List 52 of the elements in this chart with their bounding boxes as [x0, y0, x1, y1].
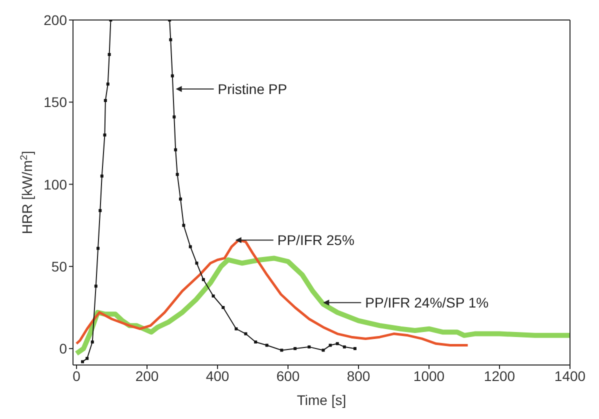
point	[280, 348, 284, 352]
point	[104, 99, 107, 102]
point	[254, 340, 258, 344]
point	[234, 327, 238, 330]
point	[170, 74, 174, 78]
x-tick-label: 1400	[554, 368, 586, 384]
x-tick-label: 1000	[413, 368, 445, 384]
point	[195, 262, 198, 265]
x-tick-label: 800	[346, 368, 370, 384]
point	[81, 360, 84, 364]
point	[94, 284, 98, 288]
point	[342, 345, 346, 348]
x-tick-label: 200	[135, 368, 159, 384]
x-tick-label: 600	[276, 368, 300, 384]
point	[96, 246, 100, 250]
annotation: Pristine PP	[218, 81, 288, 97]
point	[182, 224, 186, 227]
point	[98, 209, 102, 212]
point	[179, 198, 182, 201]
point	[106, 82, 110, 86]
point	[108, 53, 111, 56]
annotation: PP/IFR 25%	[277, 232, 354, 248]
point	[212, 294, 215, 298]
point	[169, 38, 172, 42]
point	[103, 134, 106, 136]
point	[294, 347, 297, 350]
y-tick-label: 0	[59, 340, 68, 357]
point	[265, 344, 268, 347]
point	[222, 306, 225, 309]
y-tick-label: 150	[44, 94, 68, 110]
x-tick-label: 0	[72, 368, 81, 384]
point	[244, 332, 248, 336]
point	[328, 344, 332, 347]
annotation: PP/IFR 24%/SP 1%	[365, 294, 489, 311]
point	[174, 148, 178, 152]
point	[188, 245, 192, 248]
point	[202, 278, 205, 282]
point	[322, 348, 325, 352]
y-tick-label: 200	[44, 12, 68, 28]
point	[336, 342, 339, 346]
point	[100, 174, 104, 178]
x-tick-label: 400	[206, 368, 230, 384]
point	[172, 115, 176, 118]
x-axis-title: Time [s]	[296, 392, 346, 408]
point	[308, 345, 311, 348]
point	[86, 356, 89, 360]
point	[176, 172, 179, 176]
y-tick-label: 50	[51, 258, 68, 274]
y-tick-label: 100	[44, 176, 68, 192]
x-tick-label: 1200	[484, 368, 516, 384]
point	[353, 347, 356, 350]
point	[90, 340, 94, 344]
